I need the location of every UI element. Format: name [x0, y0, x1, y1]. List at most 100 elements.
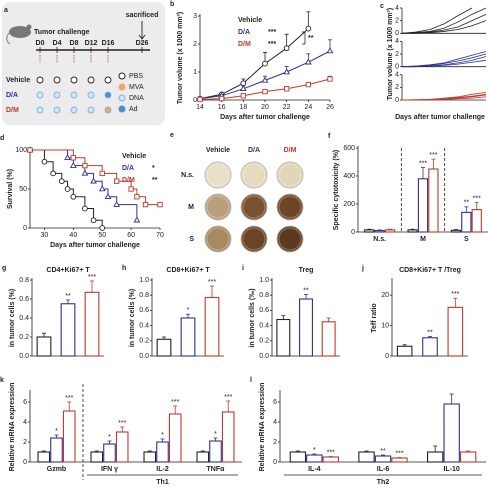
significance: ** — [303, 287, 309, 294]
significance: *** — [65, 395, 73, 402]
chart-title: CD8+Ki67+ T /Treg — [399, 267, 461, 274]
mouse-ear — [26, 24, 32, 30]
legend-entry: D/M — [238, 41, 251, 48]
marker — [133, 216, 141, 223]
bar — [396, 345, 413, 357]
y-tick-label: 4 — [395, 38, 399, 45]
group-label: D/M — [6, 107, 19, 114]
well — [276, 193, 304, 221]
well-rim — [278, 227, 302, 251]
marker — [98, 185, 106, 192]
legend-dot — [118, 83, 126, 91]
arrow — [138, 21, 146, 40]
marker — [64, 154, 71, 161]
significance: *** — [473, 195, 481, 202]
y-axis-label: in tumor cells (%) — [9, 289, 16, 347]
y-tick-label: 4 — [395, 5, 399, 12]
bar — [299, 298, 313, 357]
marker — [262, 88, 268, 95]
panel-letter: f — [328, 133, 331, 140]
individual-line — [402, 59, 487, 68]
well — [204, 193, 232, 221]
marker — [284, 86, 290, 92]
bar — [50, 437, 63, 463]
well — [276, 225, 304, 253]
y-tick-label: 0 — [273, 459, 277, 466]
x-axis-label: Days after tumor challenge — [220, 114, 310, 121]
panel-letter: j — [361, 265, 364, 272]
significance: *** — [171, 399, 179, 406]
x-tick-label: M — [420, 236, 426, 243]
marker — [240, 93, 246, 99]
dose-dot — [53, 91, 61, 99]
y-tick-label: 0.8 — [139, 292, 149, 299]
y-tick-label: 0 — [395, 97, 399, 104]
marker — [304, 58, 312, 65]
bar — [391, 457, 408, 463]
y-tick-label: 0 — [351, 229, 355, 236]
x-tick-label: IL-10 — [443, 466, 459, 473]
bar — [143, 451, 157, 463]
individual-line — [401, 7, 487, 34]
y-axis-label: Tumor volume (x 1000 mm³) — [177, 12, 184, 104]
y-tick-label: 200 — [343, 201, 355, 208]
x-tick-label: 22 — [283, 104, 291, 111]
marker — [99, 225, 106, 231]
significance: *** — [208, 279, 216, 286]
legend-entry: D/A — [238, 29, 250, 36]
marker — [219, 95, 225, 102]
dose-dot — [87, 91, 95, 99]
legend-entry: Ad — [129, 106, 138, 113]
legend-entry: MVA — [129, 84, 144, 91]
dose-dot — [104, 76, 112, 84]
y-tick-label: 1.0 — [259, 277, 269, 284]
bar — [103, 443, 116, 463]
group-label: Vehicle — [6, 77, 30, 84]
legend-entry: D/A — [122, 165, 134, 172]
bar — [374, 455, 392, 463]
x-tick-label: 24 — [304, 104, 312, 111]
significance: * — [108, 434, 111, 441]
day-label: D4 — [53, 40, 62, 47]
y-tick-label: 100 — [15, 147, 27, 154]
mouse-tail — [6, 32, 11, 45]
well — [240, 161, 268, 189]
series-line — [199, 28, 309, 100]
bar — [196, 451, 210, 463]
x-tick-label: IL-2 — [156, 466, 169, 473]
y-tick-label: 2 — [395, 84, 399, 91]
y-tick-label: 2 — [23, 439, 27, 446]
chart-title: CD4+Ki67+ T — [46, 267, 90, 274]
well — [276, 161, 304, 189]
x-tick-label: IFN γ — [101, 466, 118, 473]
bar — [447, 306, 464, 357]
y-tick-label: 0 — [193, 97, 197, 104]
y-axis-label: in tumor cells (%) — [129, 289, 136, 347]
day-label: D12 — [85, 40, 98, 47]
marker — [283, 68, 291, 75]
marker — [50, 170, 56, 177]
marker — [134, 194, 140, 200]
y-tick-label: 0.2 — [19, 334, 29, 341]
marker — [239, 85, 247, 92]
panel-letter: h — [122, 265, 126, 272]
panel-letter: i — [242, 265, 244, 272]
well — [204, 225, 232, 253]
y-tick-label: 4 — [23, 419, 27, 426]
x-tick-label: 16 — [218, 104, 226, 111]
x-tick-label: N.s. — [373, 236, 386, 243]
well — [240, 193, 268, 221]
legend-entry: D/M — [122, 177, 135, 184]
significance: *** — [327, 449, 335, 456]
bar — [407, 229, 418, 233]
bar — [168, 413, 182, 463]
panel-letter: g — [2, 265, 6, 272]
marker — [82, 162, 88, 169]
x-tick-label: 60 — [127, 232, 135, 239]
legend-dot — [118, 72, 126, 80]
bar — [374, 230, 385, 233]
bar — [180, 317, 196, 357]
panel-letter: b — [170, 1, 174, 8]
dose-dot — [87, 106, 95, 114]
